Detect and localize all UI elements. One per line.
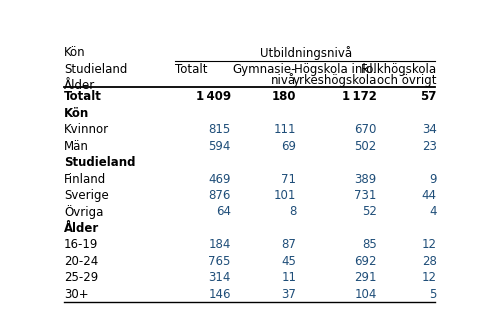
Text: 11: 11 [281,271,296,284]
Text: 291: 291 [354,271,377,284]
Text: Högskola inkl.: Högskola inkl. [294,63,377,76]
Text: 9: 9 [429,172,437,186]
Text: 314: 314 [208,271,231,284]
Text: Studieland: Studieland [64,156,136,169]
Text: 34: 34 [422,123,437,136]
Text: 69: 69 [281,140,296,153]
Text: Ålder: Ålder [64,79,95,92]
Text: Män: Män [64,140,89,153]
Text: 5: 5 [429,288,437,301]
Text: 731: 731 [355,189,377,202]
Text: 85: 85 [362,238,377,251]
Text: 45: 45 [281,255,296,268]
Text: 876: 876 [208,189,231,202]
Text: 594: 594 [208,140,231,153]
Text: 87: 87 [281,238,296,251]
Text: 101: 101 [274,189,296,202]
Text: 502: 502 [355,140,377,153]
Text: 12: 12 [422,238,437,251]
Text: 20-24: 20-24 [64,255,99,268]
Text: Kön: Kön [64,107,89,120]
Text: Gymnasie-: Gymnasie- [233,63,296,76]
Text: Kön: Kön [64,46,86,59]
Text: 37: 37 [281,288,296,301]
Text: Finland: Finland [64,172,106,186]
Text: 44: 44 [422,189,437,202]
Text: 670: 670 [355,123,377,136]
Text: Ålder: Ålder [64,222,99,235]
Text: Studieland: Studieland [64,63,128,76]
Text: 389: 389 [355,172,377,186]
Text: 1 172: 1 172 [342,90,377,103]
Text: 692: 692 [354,255,377,268]
Text: yrkeshögskola: yrkeshögskola [292,74,377,87]
Text: 104: 104 [355,288,377,301]
Text: Sverige: Sverige [64,189,109,202]
Text: 71: 71 [281,172,296,186]
Text: Kvinnor: Kvinnor [64,123,109,136]
Text: 52: 52 [362,205,377,218]
Text: 57: 57 [420,90,437,103]
Text: nivå: nivå [271,74,296,87]
Text: 815: 815 [209,123,231,136]
Text: Totalt: Totalt [64,90,102,103]
Text: 23: 23 [422,140,437,153]
Text: Folkhögskola: Folkhögskola [360,63,437,76]
Text: 8: 8 [289,205,296,218]
Text: Övriga: Övriga [64,205,103,219]
Text: 25-29: 25-29 [64,271,99,284]
Text: 765: 765 [208,255,231,268]
Text: 1 409: 1 409 [196,90,231,103]
Text: 12: 12 [422,271,437,284]
Text: 111: 111 [274,123,296,136]
Text: 146: 146 [208,288,231,301]
Text: 4: 4 [429,205,437,218]
Text: och övrigt: och övrigt [377,74,437,87]
Text: 184: 184 [208,238,231,251]
Text: 16-19: 16-19 [64,238,99,251]
Text: Totalt: Totalt [174,63,207,76]
Text: 30+: 30+ [64,288,89,301]
Text: 469: 469 [208,172,231,186]
Text: 28: 28 [422,255,437,268]
Text: 180: 180 [272,90,296,103]
Text: 64: 64 [216,205,231,218]
Text: Utbildningsnivå: Utbildningsnivå [260,46,353,60]
